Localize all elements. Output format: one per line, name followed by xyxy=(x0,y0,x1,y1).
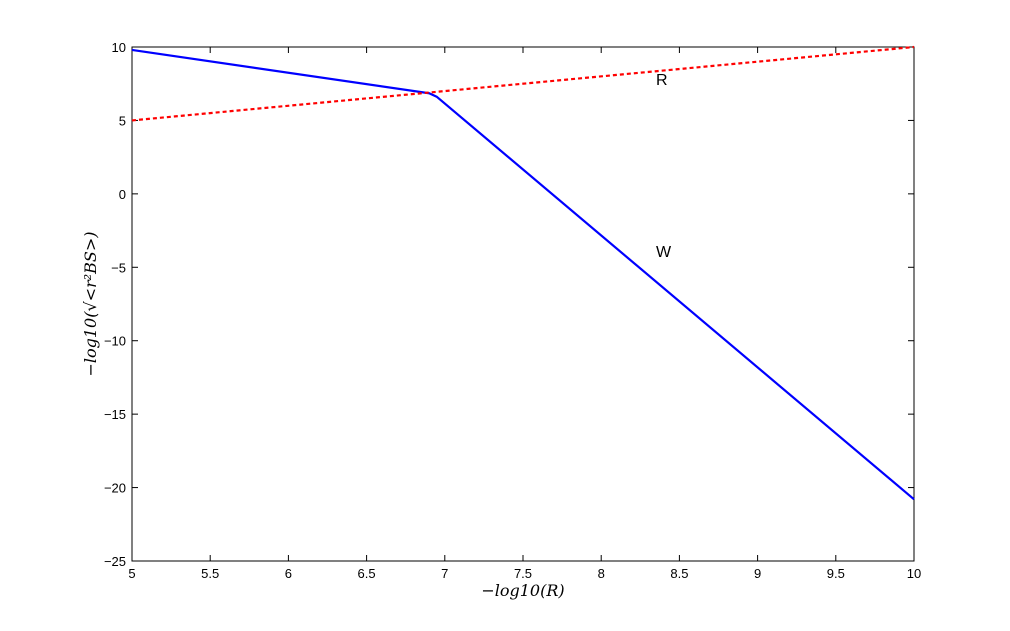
annotation-r: R xyxy=(656,72,668,89)
axis-tick-labels: 5 5.5 6 6.5 7 7.5 8 8.5 9 9.5 10 −25 −20 −15 −10 −5 0 5 10 xyxy=(104,40,921,581)
x-tick-label: 7.5 xyxy=(514,566,532,581)
x-tick-label: 9.5 xyxy=(827,566,845,581)
y-axis-label: −log10(√<r²BS>) xyxy=(81,231,100,376)
x-tick-label: 8.5 xyxy=(670,566,688,581)
y-tick-label: −5 xyxy=(111,260,126,275)
y-tick-label: 10 xyxy=(112,40,126,55)
annotations: RW xyxy=(656,72,672,261)
y-tick-label: −20 xyxy=(104,481,126,496)
x-axis-label: −log10(R) xyxy=(481,581,564,600)
x-tick-label: 9 xyxy=(754,566,761,581)
y-tick-label: −15 xyxy=(104,407,126,422)
x-tick-label: 7 xyxy=(441,566,448,581)
x-tick-label: 10 xyxy=(907,566,921,581)
x-tick-label: 8 xyxy=(598,566,605,581)
y-tick-label: −10 xyxy=(104,334,126,349)
x-tick-label: 5 xyxy=(128,566,135,581)
x-tick-label: 6 xyxy=(285,566,292,581)
y-tick-label: 0 xyxy=(119,187,126,202)
x-tick-label: 6.5 xyxy=(358,566,376,581)
plot-area xyxy=(131,46,915,562)
series-line-r xyxy=(131,45,915,122)
x-tick-label: 5.5 xyxy=(201,566,219,581)
series-lines xyxy=(131,45,915,501)
annotation-w: W xyxy=(656,244,672,261)
y-tick-label: 5 xyxy=(119,113,126,128)
y-tick-label: −25 xyxy=(104,554,126,569)
series-line-w xyxy=(131,48,915,501)
